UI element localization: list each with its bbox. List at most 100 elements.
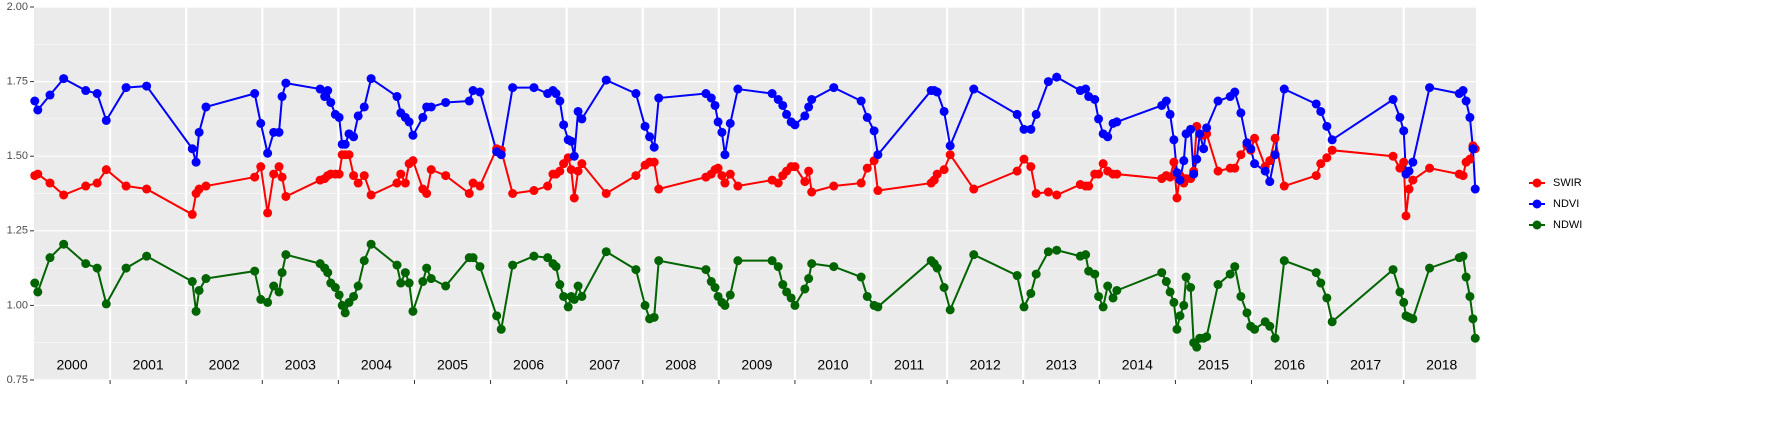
data-point (269, 169, 279, 179)
data-point (392, 92, 402, 102)
year-label: 2018 (1426, 357, 1457, 373)
data-point (873, 302, 883, 312)
year-label: 2007 (589, 357, 620, 373)
data-point (1327, 145, 1337, 155)
data-point (277, 92, 287, 102)
data-point (969, 84, 979, 94)
data-point (529, 186, 539, 196)
data-point (778, 280, 788, 290)
data-point (1458, 171, 1468, 181)
data-point (81, 259, 91, 269)
data-point (1322, 153, 1332, 163)
data-point (142, 81, 152, 91)
data-point (807, 259, 817, 269)
data-point (396, 169, 406, 179)
data-point (829, 181, 839, 191)
data-point (496, 150, 506, 160)
data-point (359, 256, 369, 266)
data-point (1425, 83, 1435, 93)
data-point (187, 144, 197, 154)
data-point (566, 165, 576, 175)
data-point (713, 163, 723, 173)
data-point (1311, 268, 1321, 278)
data-point (1316, 278, 1326, 288)
data-point (1399, 126, 1409, 136)
data-point (1465, 112, 1475, 122)
data-point (932, 87, 942, 97)
data-point (573, 281, 583, 291)
data-point (804, 166, 814, 176)
data-point (649, 312, 659, 322)
data-point (1230, 87, 1240, 97)
data-point (573, 106, 583, 116)
data-point (1388, 95, 1398, 105)
data-point (1265, 321, 1275, 331)
year-label: 2006 (513, 357, 544, 373)
data-point (30, 96, 40, 106)
data-point (1461, 272, 1471, 282)
data-point (829, 83, 839, 93)
data-point (464, 189, 474, 198)
data-point (1404, 166, 1414, 176)
data-point (1270, 150, 1280, 160)
data-point (281, 191, 291, 201)
data-point (786, 293, 796, 303)
year-label: 2013 (1046, 357, 1077, 373)
data-point (142, 184, 152, 194)
data-point (1098, 159, 1108, 169)
data-point (33, 169, 43, 179)
data-point (1043, 187, 1053, 197)
data-point (601, 75, 611, 85)
year-label: 2009 (741, 357, 772, 373)
data-point (408, 306, 418, 316)
data-point (334, 169, 344, 179)
data-point (1260, 166, 1270, 176)
legend-key (1532, 199, 1542, 209)
data-point (1031, 269, 1041, 279)
data-point (263, 297, 273, 307)
data-point (1250, 159, 1260, 169)
legend-label: NDVI (1553, 198, 1579, 210)
data-point (475, 262, 485, 272)
data-point (1052, 72, 1062, 82)
y-tick-label: 1.50 (7, 150, 28, 162)
y-tick-label: 2.00 (7, 1, 28, 13)
data-point (654, 184, 664, 194)
year-label: 2004 (361, 357, 392, 373)
data-point (631, 265, 641, 275)
data-point (725, 169, 735, 179)
data-point (404, 278, 414, 288)
data-point (856, 272, 866, 282)
legend-label: NDWI (1553, 219, 1582, 231)
y-tick-label: 0.75 (7, 374, 28, 386)
data-point (1031, 109, 1041, 119)
data-point (441, 281, 451, 291)
data-point (1468, 144, 1478, 154)
data-point (426, 274, 436, 284)
data-point (654, 256, 664, 266)
data-point (1202, 123, 1212, 133)
data-point (767, 89, 777, 99)
data-point (194, 285, 204, 295)
data-point (1401, 211, 1411, 221)
data-point (569, 151, 579, 161)
data-point (1225, 269, 1235, 279)
year-label: 2015 (1198, 357, 1229, 373)
data-point (250, 266, 260, 276)
data-point (1186, 282, 1196, 292)
data-point (1246, 144, 1256, 154)
data-point (353, 178, 363, 188)
data-point (1165, 109, 1175, 119)
data-point (1425, 163, 1435, 173)
data-point (349, 291, 359, 301)
data-point (508, 189, 518, 198)
data-point (422, 263, 432, 273)
data-point (400, 268, 410, 278)
data-point (1012, 166, 1022, 176)
data-point (601, 247, 611, 257)
data-point (334, 112, 344, 122)
data-point (577, 159, 587, 169)
data-point (1265, 156, 1275, 166)
data-point (1250, 324, 1260, 334)
